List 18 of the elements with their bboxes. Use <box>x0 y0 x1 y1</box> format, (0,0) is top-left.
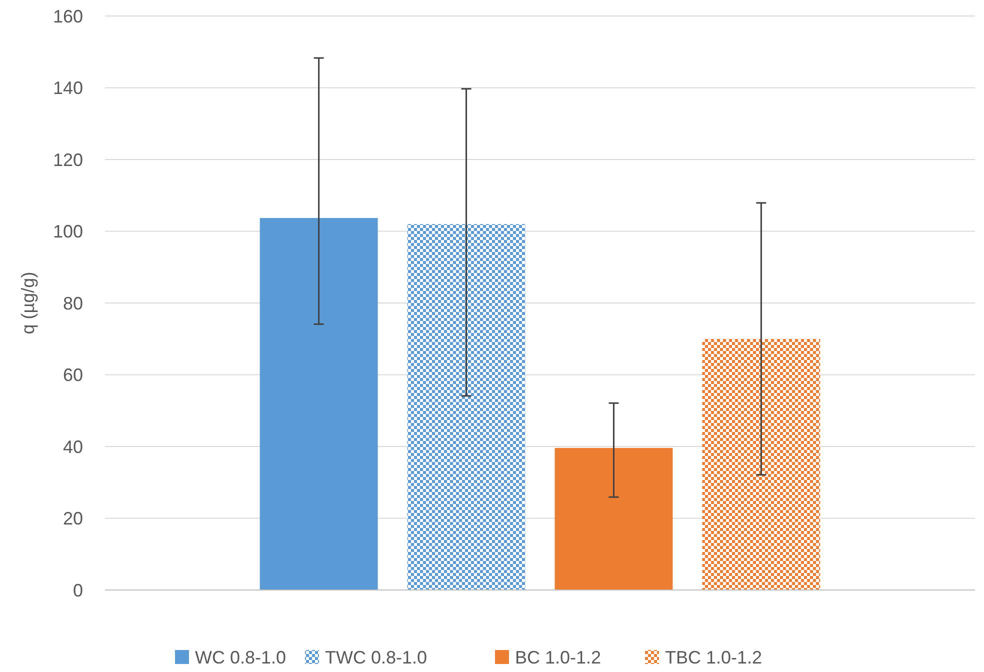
y-tick-label: 160 <box>52 6 83 26</box>
legend-label: BC 1.0-1.2 <box>515 647 602 668</box>
y-axis-title: q (µg/g) <box>18 272 38 334</box>
y-tick-label: 120 <box>52 150 83 170</box>
bar <box>702 338 820 590</box>
legend-label: WC 0.8-1.0 <box>195 647 286 668</box>
legend-label: TBC 1.0-1.2 <box>665 647 762 668</box>
bar <box>554 448 673 590</box>
y-tick-label: 0 <box>72 580 83 600</box>
y-tick-label: 100 <box>52 222 83 242</box>
y-tick-label: 60 <box>62 365 83 386</box>
y-tick-label: 80 <box>62 293 83 314</box>
legend-label: TWC 0.8-1.0 <box>325 647 428 668</box>
bar <box>260 218 378 590</box>
bar <box>407 224 526 590</box>
y-tick-label: 40 <box>62 436 83 457</box>
y-tick-label: 20 <box>62 508 83 529</box>
y-tick-label: 140 <box>52 78 83 98</box>
